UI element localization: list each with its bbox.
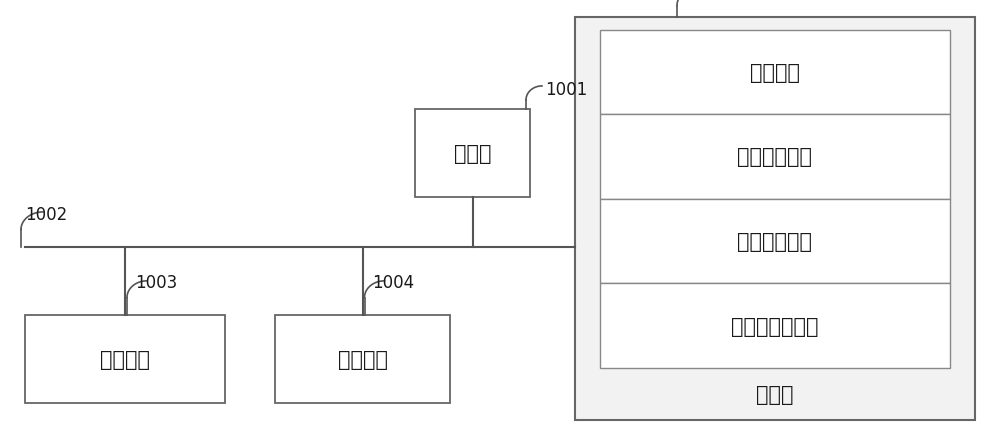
Bar: [25, 315, 225, 403]
Text: 存储器: 存储器: [756, 384, 794, 404]
Bar: [600, 31, 950, 115]
Text: 网络通信模块: 网络通信模块: [738, 147, 812, 167]
Text: 1003: 1003: [135, 273, 177, 291]
Bar: [600, 115, 950, 199]
Bar: [275, 315, 450, 403]
Text: 网络接口: 网络接口: [338, 349, 388, 369]
Text: 1004: 1004: [373, 273, 415, 291]
Bar: [600, 199, 950, 284]
Bar: [600, 284, 950, 368]
Text: 发电量预测程序: 发电量预测程序: [731, 316, 819, 336]
Text: 用户接口模块: 用户接口模块: [738, 231, 812, 251]
Text: 操作系统: 操作系统: [750, 63, 800, 83]
Text: 1002: 1002: [25, 205, 67, 223]
Text: 用户接口: 用户接口: [100, 349, 150, 369]
Text: 处理器: 处理器: [454, 143, 491, 163]
Text: 1001: 1001: [545, 81, 587, 99]
Bar: [415, 110, 530, 197]
Bar: [575, 18, 975, 420]
